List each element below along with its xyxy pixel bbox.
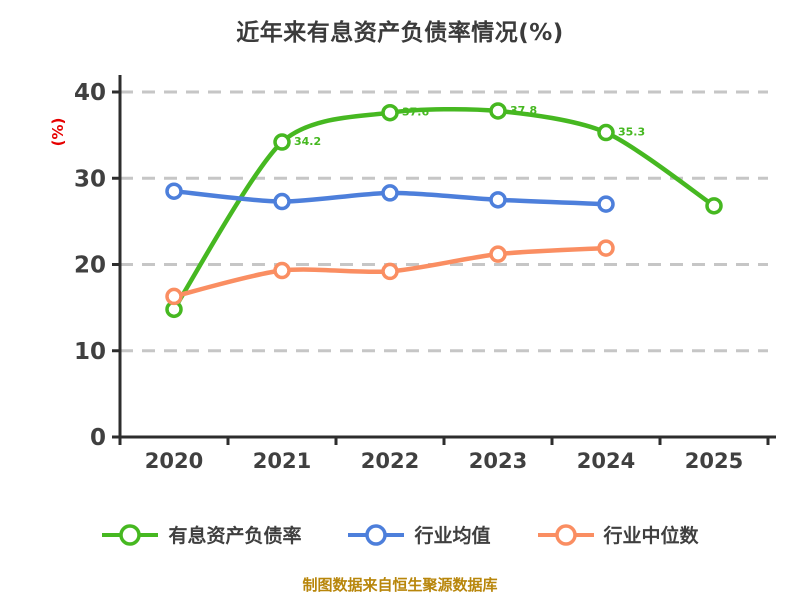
data-point-2-2021[interactable] (273, 261, 291, 280)
y-axis-unit-label: (%) (49, 118, 67, 147)
data-point-0-2024[interactable] (597, 123, 615, 142)
data-point-2-2024[interactable] (597, 239, 615, 257)
green-line-marker-icon (102, 523, 159, 546)
orange-line-marker-icon (537, 523, 594, 546)
y-tick-label: 20 (74, 253, 106, 279)
legend-item-industry-median[interactable]: 行业中位数 (537, 521, 699, 548)
legend-item-industry-mean[interactable]: 行业均值 (347, 521, 491, 548)
legend-label: 行业均值 (414, 525, 491, 547)
data-point-0-2021[interactable] (273, 133, 291, 151)
x-tick-label-2020: 2020 (145, 449, 203, 473)
data-point-2-2022[interactable] (381, 262, 399, 281)
x-tick-label-2024: 2024 (577, 449, 635, 473)
legend-item-main-series[interactable]: 有息资产负债率 (101, 521, 301, 548)
y-tick-label: 30 (74, 166, 106, 192)
chart-legend: 有息资产负债率 行业均值 行业中位数 (0, 521, 800, 548)
chart-title: 近年来有息资产负债率情况(%) (236, 20, 564, 46)
y-tick-label: 0 (90, 425, 106, 451)
legend-label: 行业中位数 (603, 525, 699, 547)
data-point-0-2023[interactable] (489, 102, 507, 120)
data-point-label: 34.2 (294, 135, 321, 148)
legend-label: 有息资产负债率 (168, 525, 302, 547)
data-point-1-2024[interactable] (597, 195, 615, 213)
data-point-1-2020[interactable] (165, 182, 183, 200)
data-point-0-2025[interactable] (705, 197, 723, 215)
data-point-1-2023[interactable] (489, 191, 507, 209)
x-tick-label-2022: 2022 (361, 449, 419, 473)
x-tick-label-2023: 2023 (469, 449, 527, 473)
x-tick-label-2025: 2025 (685, 449, 743, 473)
data-point-1-2022[interactable] (381, 184, 399, 202)
line-chart-canvas: 0 10 20 30 40 2020 2021 2022 2023 2024 2025 (%) 34.2… (49, 75, 776, 473)
series-line-0 (171, 106, 717, 312)
y-tick-label: 10 (74, 339, 106, 365)
x-tick-label-2021: 2021 (253, 449, 311, 473)
data-point-2-2023[interactable] (489, 245, 507, 263)
y-tick-label: 40 (74, 80, 106, 106)
data-point-label: 37.6 (402, 106, 429, 119)
data-point-0-2022[interactable] (381, 103, 399, 122)
data-point-2-2020[interactable] (165, 287, 183, 306)
data-point-1-2021[interactable] (273, 192, 291, 211)
data-point-label: 37.8 (510, 104, 537, 117)
data-source-note: 制图数据来自恒生聚源数据库 (302, 576, 498, 594)
data-point-label: 35.3 (618, 126, 645, 139)
blue-line-marker-icon (348, 523, 405, 546)
